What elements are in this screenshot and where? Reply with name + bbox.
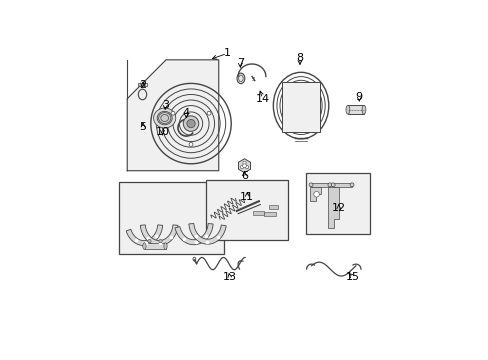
Ellipse shape xyxy=(349,183,353,187)
Ellipse shape xyxy=(153,108,175,128)
Circle shape xyxy=(147,239,151,243)
Text: 8: 8 xyxy=(296,53,303,63)
Bar xyxy=(305,174,369,234)
Bar xyxy=(268,205,278,209)
Polygon shape xyxy=(309,187,321,201)
Circle shape xyxy=(240,166,244,169)
Text: 10: 10 xyxy=(155,127,169,137)
Bar xyxy=(206,180,287,240)
Bar xyxy=(282,82,319,132)
Text: 6: 6 xyxy=(241,171,247,181)
Bar xyxy=(253,211,264,215)
Text: 11: 11 xyxy=(240,192,254,202)
Text: 12: 12 xyxy=(331,203,345,213)
Polygon shape xyxy=(175,224,213,245)
Circle shape xyxy=(183,116,198,131)
Circle shape xyxy=(242,164,246,168)
Text: 2: 2 xyxy=(139,80,146,90)
Text: 14: 14 xyxy=(255,94,269,104)
Bar xyxy=(119,182,224,254)
Polygon shape xyxy=(238,159,250,173)
Circle shape xyxy=(159,239,162,243)
Text: 1: 1 xyxy=(223,49,230,58)
Text: 9: 9 xyxy=(355,92,362,102)
Circle shape xyxy=(189,143,193,146)
Polygon shape xyxy=(140,225,178,246)
Circle shape xyxy=(171,111,175,115)
Text: 7: 7 xyxy=(236,58,244,68)
Ellipse shape xyxy=(163,243,167,249)
Polygon shape xyxy=(188,224,226,244)
Polygon shape xyxy=(327,187,339,228)
Bar xyxy=(332,183,351,187)
Ellipse shape xyxy=(308,183,312,187)
Text: 4: 4 xyxy=(183,108,189,118)
Polygon shape xyxy=(127,60,218,171)
Ellipse shape xyxy=(157,111,172,125)
Ellipse shape xyxy=(361,105,365,114)
Bar xyxy=(347,105,363,114)
Text: 3: 3 xyxy=(162,100,168,110)
Bar xyxy=(264,212,275,216)
Text: 5: 5 xyxy=(139,122,146,132)
Circle shape xyxy=(206,111,210,115)
Ellipse shape xyxy=(330,183,334,187)
Circle shape xyxy=(313,192,319,197)
Text: 13: 13 xyxy=(223,273,236,283)
Ellipse shape xyxy=(142,243,146,249)
Polygon shape xyxy=(126,225,163,246)
Ellipse shape xyxy=(327,183,331,187)
Bar xyxy=(144,243,165,249)
Text: 15: 15 xyxy=(346,273,360,283)
Ellipse shape xyxy=(346,105,349,114)
Bar xyxy=(310,183,329,187)
Circle shape xyxy=(243,161,245,165)
Circle shape xyxy=(245,166,248,169)
Circle shape xyxy=(186,120,195,128)
Ellipse shape xyxy=(237,73,244,84)
Bar xyxy=(138,83,147,86)
